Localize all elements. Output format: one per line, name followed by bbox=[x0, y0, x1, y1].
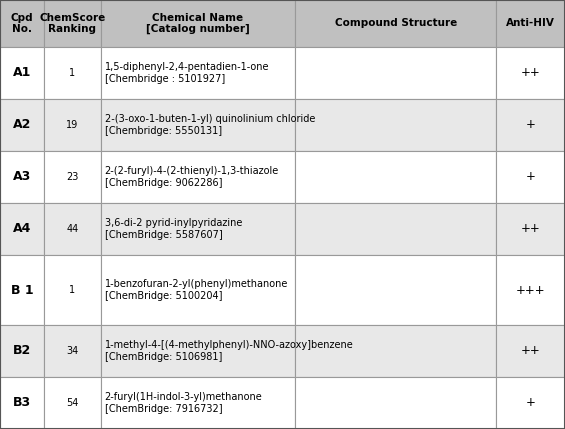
Bar bbox=[496, 151, 565, 203]
Bar bbox=[295, 203, 496, 255]
Bar bbox=[295, 99, 496, 151]
Bar bbox=[295, 325, 496, 377]
Bar bbox=[44, 377, 101, 429]
Bar bbox=[0, 151, 44, 203]
Bar bbox=[295, 377, 496, 429]
Text: B 1: B 1 bbox=[11, 284, 33, 296]
Bar bbox=[101, 255, 295, 325]
Bar bbox=[496, 255, 565, 325]
Text: ++: ++ bbox=[521, 344, 540, 357]
Text: 34: 34 bbox=[66, 346, 79, 356]
Text: ++: ++ bbox=[521, 66, 540, 79]
Bar bbox=[44, 0, 101, 47]
Bar bbox=[496, 0, 565, 47]
Text: +: + bbox=[525, 170, 536, 184]
Bar bbox=[0, 325, 44, 377]
Bar bbox=[0, 377, 44, 429]
Text: +++: +++ bbox=[516, 284, 545, 296]
Bar bbox=[44, 325, 101, 377]
Text: 2-(2-furyl)-4-(2-thienyl)-1,3-thiazole
[ChemBridge: 9062286]: 2-(2-furyl)-4-(2-thienyl)-1,3-thiazole [… bbox=[105, 166, 279, 188]
Bar bbox=[0, 47, 44, 99]
Text: 1-methyl-4-[(4-methylphenyl)-NNO-azoxy]benzene
[ChemBridge: 5106981]: 1-methyl-4-[(4-methylphenyl)-NNO-azoxy]b… bbox=[105, 340, 353, 362]
Text: ChemScore
Ranking: ChemScore Ranking bbox=[39, 13, 106, 34]
Text: B2: B2 bbox=[13, 344, 31, 357]
Bar bbox=[101, 99, 295, 151]
Text: A4: A4 bbox=[13, 223, 31, 236]
Text: 19: 19 bbox=[66, 120, 79, 130]
Bar bbox=[496, 47, 565, 99]
Text: +: + bbox=[525, 396, 536, 410]
Text: A1: A1 bbox=[13, 66, 31, 79]
Text: A3: A3 bbox=[13, 170, 31, 184]
Bar bbox=[44, 151, 101, 203]
Bar bbox=[295, 47, 496, 99]
Bar bbox=[0, 0, 44, 47]
Bar bbox=[0, 255, 44, 325]
Bar bbox=[496, 325, 565, 377]
Bar bbox=[44, 47, 101, 99]
Bar bbox=[295, 0, 496, 47]
Bar bbox=[101, 325, 295, 377]
Text: Chemical Name
[Catalog number]: Chemical Name [Catalog number] bbox=[146, 12, 250, 34]
Bar bbox=[101, 151, 295, 203]
Bar bbox=[44, 203, 101, 255]
Text: 54: 54 bbox=[66, 398, 79, 408]
Text: +: + bbox=[525, 118, 536, 132]
Bar bbox=[101, 377, 295, 429]
Text: Anti-HIV: Anti-HIV bbox=[506, 18, 555, 28]
Bar bbox=[101, 0, 295, 47]
Bar bbox=[0, 99, 44, 151]
Text: Compound Structure: Compound Structure bbox=[334, 18, 457, 28]
Bar bbox=[44, 255, 101, 325]
Bar bbox=[295, 255, 496, 325]
Bar bbox=[295, 151, 496, 203]
Text: 2-(3-oxo-1-buten-1-yl) quinolinium chloride
[Chembridge: 5550131]: 2-(3-oxo-1-buten-1-yl) quinolinium chlor… bbox=[105, 114, 315, 136]
Bar bbox=[101, 47, 295, 99]
Text: 1: 1 bbox=[69, 68, 75, 78]
Text: 2-furyl(1H-indol-3-yl)methanone
[ChemBridge: 7916732]: 2-furyl(1H-indol-3-yl)methanone [ChemBri… bbox=[105, 392, 262, 414]
Text: 44: 44 bbox=[66, 224, 79, 234]
Text: 23: 23 bbox=[66, 172, 79, 182]
Bar bbox=[101, 203, 295, 255]
Text: ++: ++ bbox=[521, 223, 540, 236]
Bar bbox=[496, 99, 565, 151]
Text: 3,6-di-2 pyrid-inylpyridazine
[ChemBridge: 5587607]: 3,6-di-2 pyrid-inylpyridazine [ChemBridg… bbox=[105, 218, 242, 240]
Text: 1,5-diphenyl-2,4-pentadien-1-one
[Chembridge : 5101927]: 1,5-diphenyl-2,4-pentadien-1-one [Chembr… bbox=[105, 62, 269, 84]
Text: 1-benzofuran-2-yl(phenyl)methanone
[ChemBridge: 5100204]: 1-benzofuran-2-yl(phenyl)methanone [Chem… bbox=[105, 279, 288, 301]
Text: 1: 1 bbox=[69, 285, 75, 295]
Text: B3: B3 bbox=[13, 396, 31, 410]
Text: A2: A2 bbox=[13, 118, 31, 132]
Text: Cpd
No.: Cpd No. bbox=[11, 13, 33, 34]
Bar bbox=[44, 99, 101, 151]
Bar bbox=[496, 203, 565, 255]
Bar bbox=[0, 203, 44, 255]
Bar bbox=[496, 377, 565, 429]
